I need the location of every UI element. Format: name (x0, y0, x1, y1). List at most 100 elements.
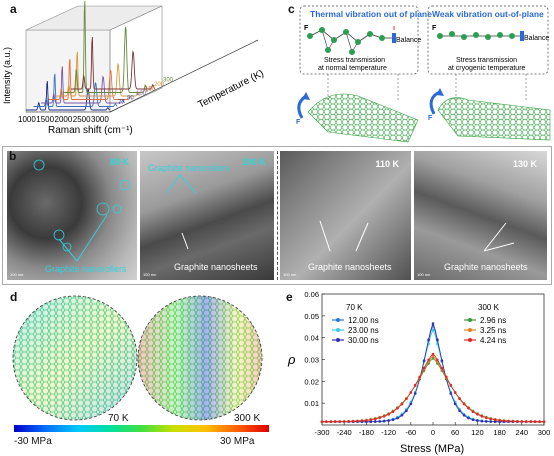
chart-point (387, 419, 390, 422)
right-graphene-sheet (437, 97, 551, 141)
colorbar-min: -30 MPa (14, 436, 52, 447)
nanoroller-arrows (165, 174, 197, 250)
chart-xtick-label: 300 (538, 428, 551, 437)
chart-point (476, 413, 479, 416)
chart-point (338, 420, 342, 423)
chart-point (356, 419, 359, 423)
chart-point (418, 375, 421, 379)
nanosheet-arrows-110k (319, 220, 369, 252)
chart-point (400, 402, 404, 406)
panel-e-label: e (286, 290, 293, 304)
raman-temp-tick: 100 (136, 91, 147, 97)
chart-point (431, 352, 435, 356)
map-temp-70k: 70 K (108, 413, 129, 424)
chart-point (422, 366, 426, 370)
scalebar-100k: 100 nm (143, 272, 157, 277)
chart-xtick-label: -180 (359, 428, 374, 437)
chart-point (440, 359, 444, 362)
chart-point (516, 420, 519, 423)
chart-point (485, 420, 488, 423)
chart-point (427, 358, 430, 362)
chart-legend-entry: 12.00 ns (348, 316, 379, 325)
panel-d-label: d (10, 290, 18, 304)
left-force-label: F (304, 25, 309, 32)
chart-point (413, 383, 417, 387)
chart-point (382, 415, 386, 418)
right-atom-chain (437, 31, 524, 41)
chart-point (449, 383, 453, 387)
left-atom-chain (307, 26, 396, 55)
chart-point (431, 354, 435, 358)
chart-point (325, 420, 328, 423)
stress-distribution-chart: -300 -240 -180 -120 -60 0 60 120 180 240 300 0.01 0.… (287, 290, 551, 455)
panel-c-label: c (288, 2, 295, 16)
map-temp-300k: 300 K (234, 413, 261, 424)
chart-xtick-label: -240 (337, 428, 352, 437)
stress-maps (12, 295, 263, 421)
chart-point (498, 419, 501, 422)
chart-point (542, 420, 546, 423)
chart-point (436, 358, 439, 362)
chart-point (458, 397, 461, 401)
chart-point (374, 420, 377, 423)
left-graphene-sheet (307, 93, 419, 143)
tem-temp-110k: 110 K (375, 159, 399, 169)
chart-legend-entry: 2.96 ns (480, 316, 506, 325)
chart-point (334, 420, 337, 423)
stress-colorbar (14, 425, 269, 432)
raman-temp-tick: 80 (127, 96, 134, 102)
chart-point (467, 407, 470, 410)
chart-point (471, 418, 475, 421)
chart-xlabel: Stress (MPa) (400, 443, 464, 455)
chart-point (360, 419, 364, 423)
raman-temp-tick: 200 (154, 82, 165, 88)
chart-point (462, 414, 466, 417)
raman-xtick-label: 1500 (36, 115, 54, 124)
chart-point (529, 420, 532, 423)
raman-xtick-label: 2500 (73, 115, 91, 124)
tem-image-100k: 100 K Graphite nanorollers Graphite nano… (140, 151, 274, 280)
panel-c: c Thermal vibration out of plane Weak vi… (288, 0, 554, 146)
raman-xtick-label: 2000 (55, 115, 73, 124)
chart-legend-entry: 4.24 ns (480, 336, 506, 345)
raman-spectrum-line (63, 1, 148, 93)
scalebar-110k: 100 nm (283, 272, 297, 277)
chart-ytick-label: 0.04 (304, 334, 319, 343)
chart-point (436, 338, 439, 341)
panel-d: d (0, 286, 280, 456)
panel-b-divider (277, 151, 278, 280)
chart-point (502, 419, 506, 423)
chart-point (449, 392, 453, 395)
raman-ylabel: Intensity (a.u.) (2, 47, 12, 104)
chart-point (533, 420, 537, 423)
tem-temp-100k: 100 K (241, 157, 266, 167)
legend-300k-title: 300 K (478, 303, 500, 312)
chart-point (369, 420, 373, 423)
chart-point (391, 410, 395, 413)
chart-xtick-label: -120 (381, 428, 396, 437)
chart-point (347, 420, 350, 423)
chart-point (400, 414, 404, 417)
chart-point (476, 419, 479, 422)
chart-ylabel: ρ (287, 352, 296, 367)
left-title: Thermal vibration out of plane (310, 9, 432, 19)
left-caption-2: at normal temperature (318, 65, 387, 72)
chart-point (413, 392, 417, 395)
scalebar-130k: 100 nm (417, 272, 431, 277)
scalebar-80k: 100 nm (10, 272, 24, 277)
chart-point (453, 391, 457, 394)
chart-point (507, 419, 510, 423)
chart-ytick-label: 0.06 (304, 290, 319, 299)
chart-point (511, 420, 515, 423)
right-caption-2: at cryogenic temperature (448, 65, 526, 72)
tem-image-130k: 130 K Graphite nanosheets 100 nm (414, 151, 547, 280)
tem-caption-110k: Graphite nanosheets (308, 262, 392, 272)
stress-transmission-diagram: Thermal vibration out of plane Weak vibr… (296, 5, 551, 143)
chart-point (431, 328, 435, 332)
chart-point (431, 357, 435, 360)
chart-point (538, 420, 541, 423)
chart-point (396, 407, 399, 410)
raman-temp-tick: 300 (163, 78, 174, 84)
chart-point (374, 417, 377, 421)
